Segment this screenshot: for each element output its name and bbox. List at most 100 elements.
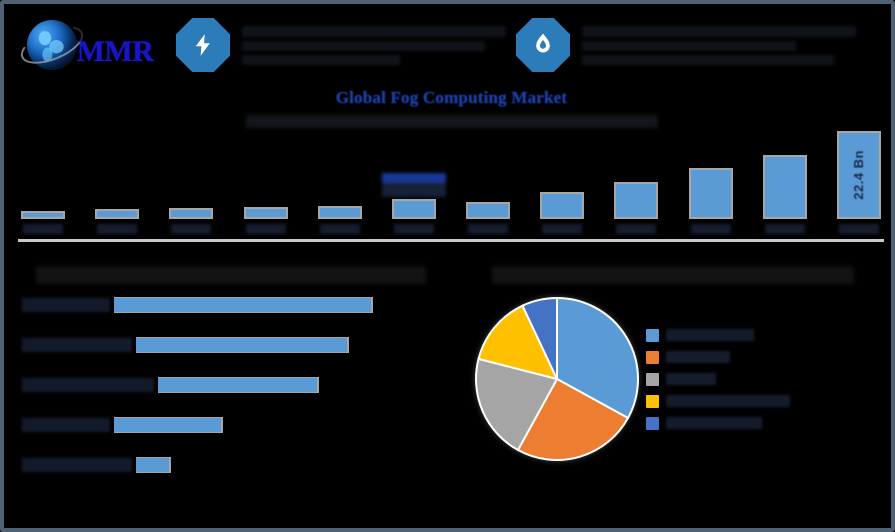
pie-graphic — [474, 296, 640, 462]
segment-label-redacted — [22, 458, 132, 472]
legend-label-redacted — [666, 351, 730, 363]
column-bar-group — [92, 209, 142, 234]
redacted-text-line — [582, 54, 835, 65]
column-category-label-redacted — [245, 224, 286, 234]
column-bar-group — [537, 192, 587, 234]
pie-slice — [477, 304, 559, 381]
header-highlight-2 — [516, 4, 856, 86]
segment-label-redacted — [22, 338, 132, 352]
segment-bar-fill — [136, 457, 171, 473]
legend-label-redacted — [666, 373, 716, 385]
column-bar — [688, 168, 733, 219]
column-category-label-redacted — [171, 224, 212, 234]
redacted-text-line — [242, 25, 506, 37]
column-bar-group — [166, 208, 216, 234]
column-category-label-redacted — [23, 224, 63, 234]
segment-bar-track — [136, 457, 468, 473]
segment-bar-row — [18, 414, 468, 436]
legend-color-swatch — [646, 416, 659, 430]
column-category-label-redacted — [97, 224, 138, 234]
pie-legend-item — [646, 328, 790, 342]
segment-bar-track — [158, 377, 468, 393]
column-category-label-redacted — [319, 224, 360, 234]
column-category-label-redacted — [616, 224, 657, 234]
globe-icon — [15, 14, 88, 76]
region-section-header — [492, 266, 854, 284]
column-category-label-redacted — [468, 224, 509, 234]
column-bar-value-label: 22.4 Bn — [851, 150, 867, 200]
column-category-label-redacted — [690, 224, 731, 234]
pie-slice — [521, 296, 558, 380]
pie-slice — [556, 296, 639, 420]
pie-slice — [516, 377, 630, 461]
column-bar — [391, 199, 436, 219]
header-highlight-2-text — [582, 25, 856, 65]
segment-label-redacted — [22, 418, 110, 432]
column-bar-group: 22.4 Bn — [834, 131, 884, 234]
column-category-label-redacted — [393, 224, 434, 234]
legend-label-redacted — [666, 417, 762, 429]
regional-share-pie-chart — [474, 296, 884, 482]
segment-bar-row — [18, 454, 468, 476]
column-chart-axis-line — [18, 239, 884, 242]
legend-color-swatch — [646, 350, 659, 364]
pie-slice — [475, 357, 559, 452]
subtitle-redacted — [245, 115, 658, 128]
column-bar-group — [241, 207, 291, 234]
pie-legend — [646, 328, 790, 430]
redacted-text-line — [582, 25, 856, 37]
segment-label-redacted — [22, 378, 154, 392]
column-category-label-redacted — [542, 224, 583, 234]
segment-bar-track — [114, 417, 468, 433]
segment-bar-fill — [158, 377, 319, 393]
redacted-text-line — [242, 54, 401, 65]
column-bar: 22.4 Bn — [836, 131, 881, 219]
column-bar-group — [18, 211, 68, 234]
column-bar — [614, 182, 659, 219]
column-bar — [466, 202, 511, 219]
flame-droplet-icon — [516, 18, 570, 72]
segment-bar-row — [18, 294, 468, 316]
segment-label-redacted — [22, 298, 110, 312]
segment-bar-track — [114, 297, 468, 313]
column-bar — [243, 207, 288, 219]
header-bar: MMR — [4, 4, 891, 86]
legend-label-redacted — [666, 395, 790, 407]
column-bar — [762, 155, 807, 219]
segment-bar-row — [18, 334, 468, 356]
redacted-text-line — [242, 40, 485, 51]
legend-color-swatch — [646, 394, 659, 408]
column-bar-group — [760, 155, 810, 234]
segment-bar-row — [18, 374, 468, 396]
column-bar-group — [686, 168, 736, 234]
page-title: Global Fog Computing Market — [335, 88, 568, 107]
column-bar-group — [611, 182, 661, 234]
pie-legend-item — [646, 394, 790, 408]
column-category-label-redacted — [764, 224, 805, 234]
header-highlight-1 — [176, 4, 506, 86]
segment-section-header — [36, 266, 426, 284]
pie-legend-item — [646, 416, 790, 430]
company-logo: MMR — [4, 4, 164, 86]
lightning-bolt-icon — [176, 18, 230, 72]
column-bar — [21, 211, 65, 219]
column-bar — [169, 208, 214, 219]
column-chart-plot-area: 22.4 Bn — [18, 131, 884, 234]
redacted-text-line — [582, 40, 796, 51]
column-bar — [540, 192, 585, 219]
cagr-annotation-redacted — [381, 173, 446, 197]
segment-bar-track — [136, 337, 468, 353]
column-bar — [317, 206, 362, 219]
segment-horizontal-bar-chart — [18, 294, 468, 484]
legend-color-swatch — [646, 328, 659, 342]
pie-legend-item — [646, 372, 790, 386]
header-highlight-1-text — [242, 25, 506, 65]
column-category-label-redacted — [838, 224, 879, 234]
column-bar — [95, 209, 140, 219]
segment-bar-fill — [114, 297, 373, 313]
title-block: Global Fog Computing Market — [4, 88, 891, 128]
segment-bar-fill — [114, 417, 223, 433]
logo-text: MMR — [76, 35, 154, 68]
segment-bar-fill — [136, 337, 349, 353]
